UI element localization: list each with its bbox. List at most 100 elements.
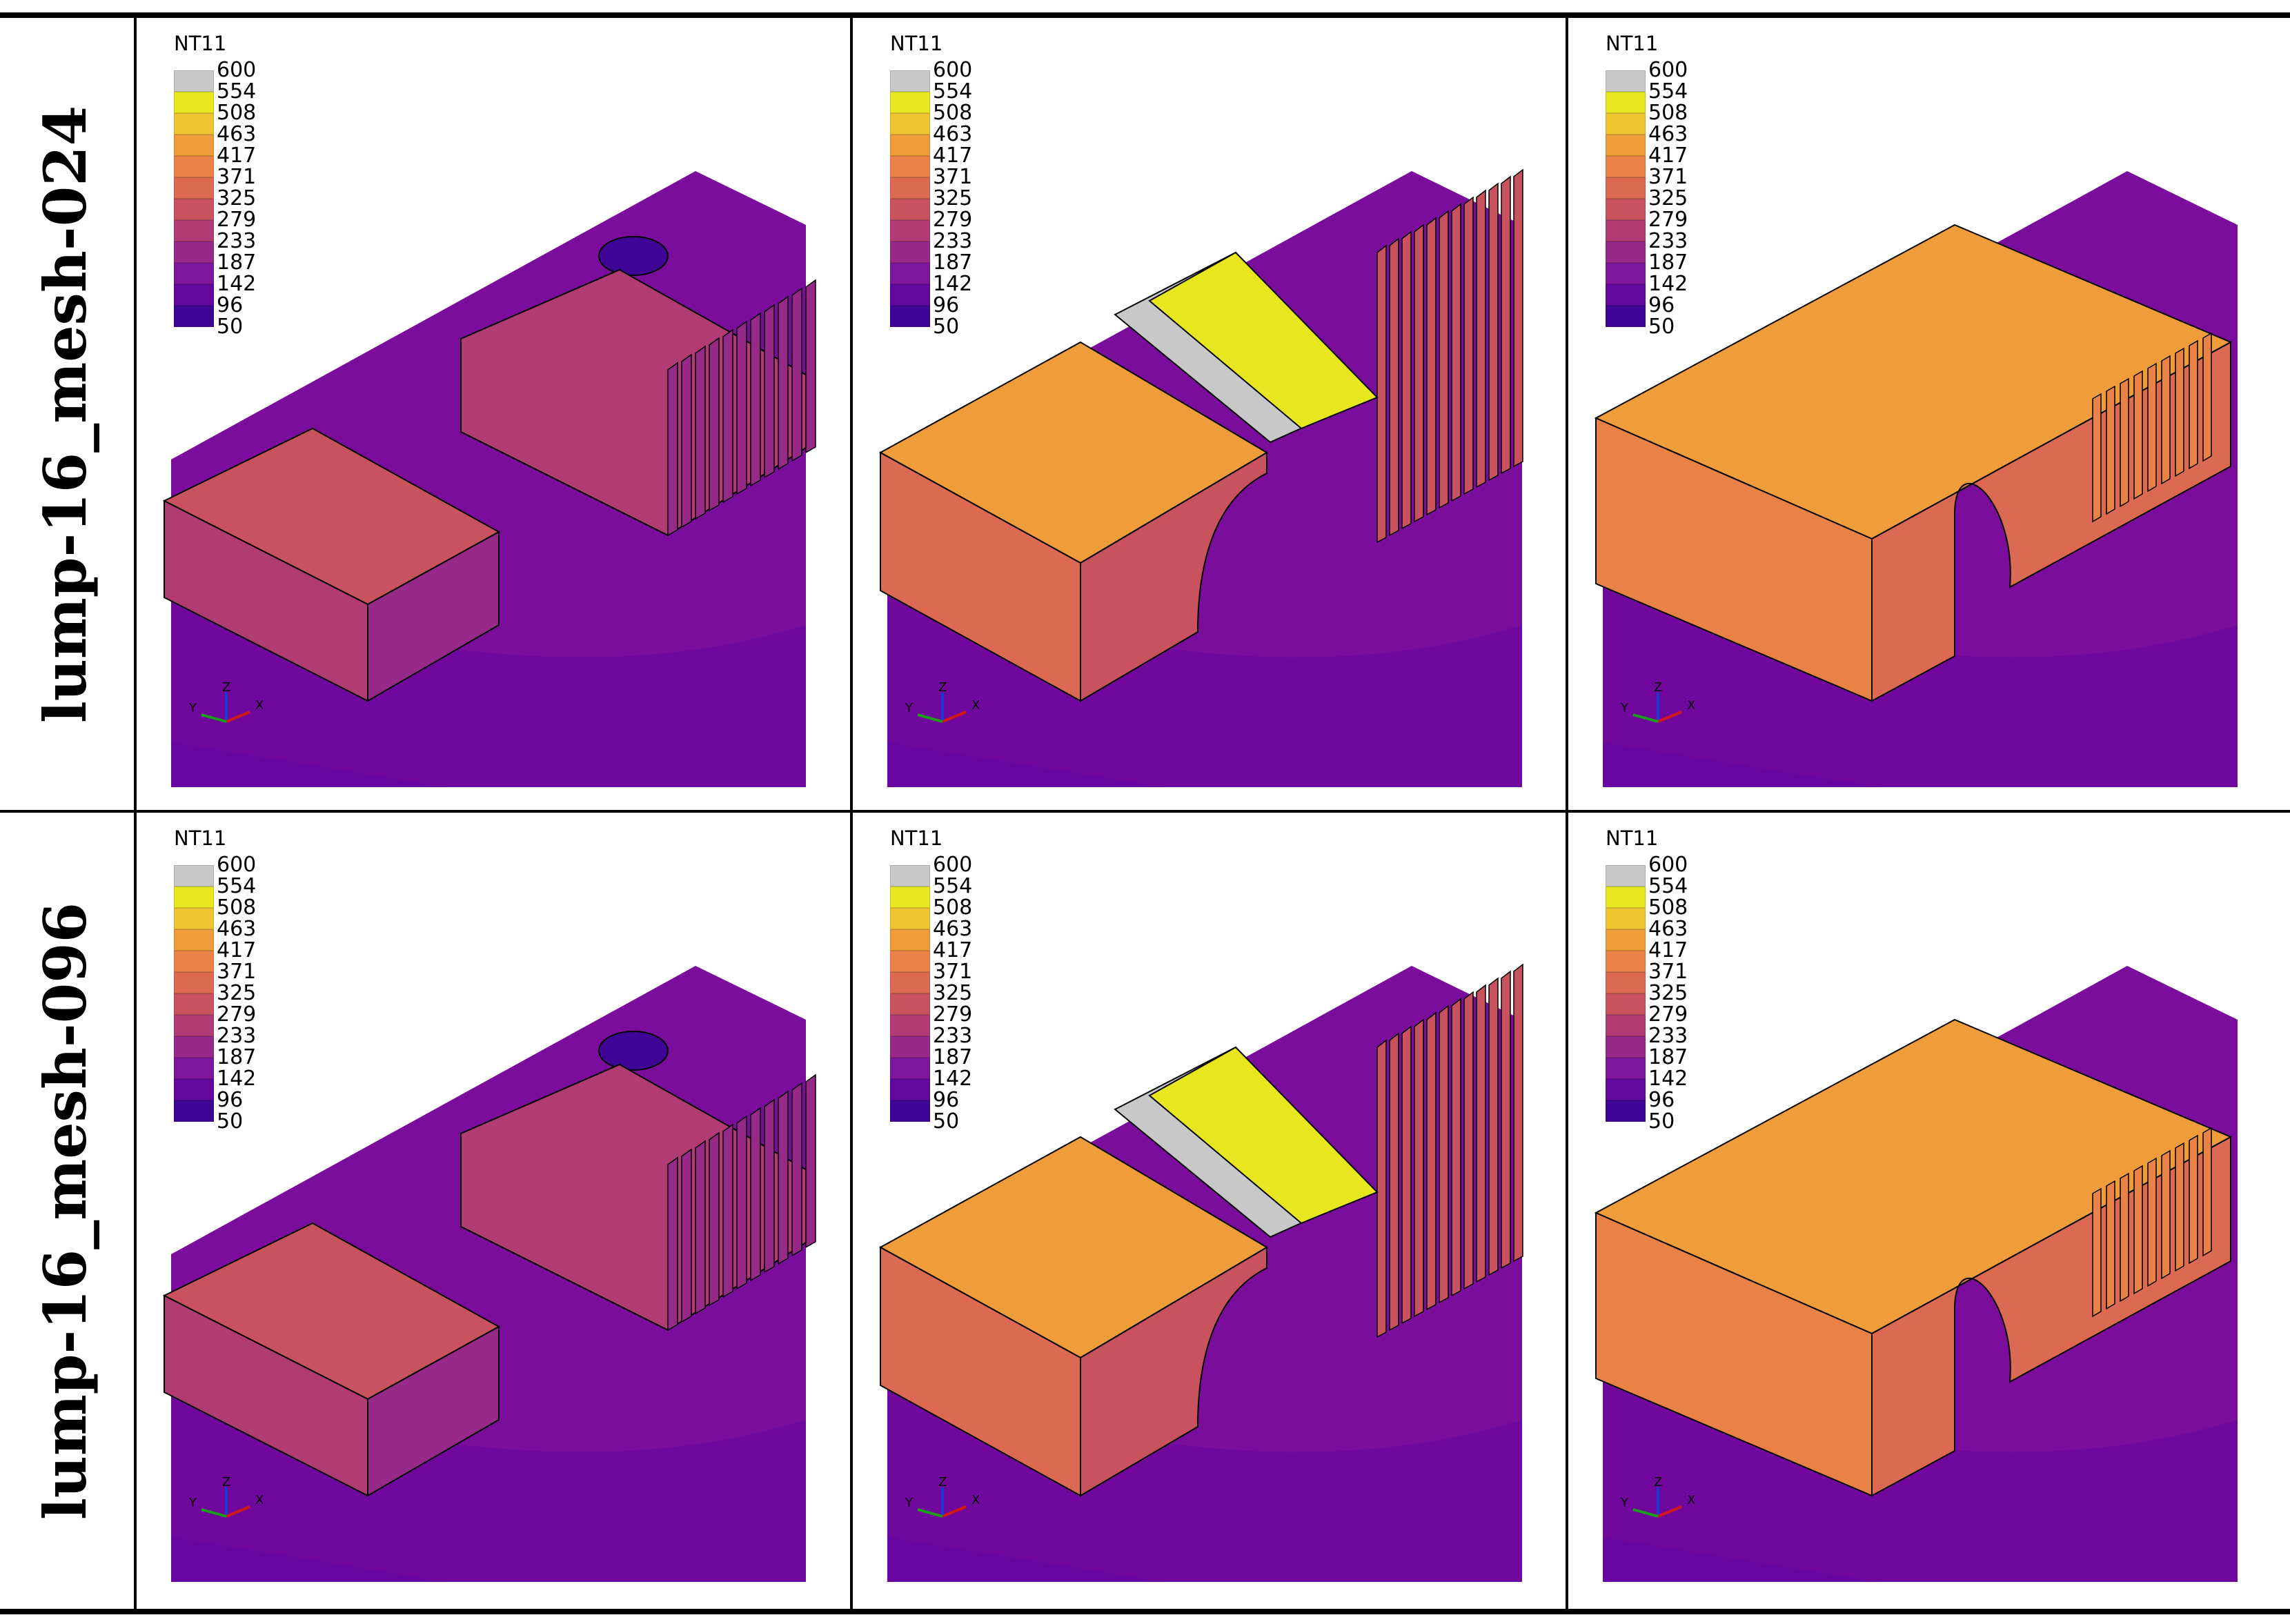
legend-title: NT11 [890,32,943,55]
legend-swatch [174,929,214,951]
heatsink-fin [1488,977,1499,1276]
legend-value: 233 [217,1024,257,1048]
axis-triad-arrows [1632,693,1682,723]
legend-swatch [1606,220,1646,241]
legend-entry: 325 [890,188,1083,220]
legend-swatch [1606,1015,1646,1036]
legend-swatch [174,284,214,306]
legend-entry: 142 [1606,272,1799,306]
legend-swatch [174,993,214,1015]
legend-value: 371 [933,960,973,984]
axis-triad: Z X Y [894,1475,991,1530]
panel-r2-c1: NT11 600 554 508 463 417 371 325 279 233 187 142 96 5… [137,813,850,1605]
legend-value: 371 [1648,165,1688,189]
legend-title: NT11 [1606,826,1659,850]
legend-value: 50 [1648,315,1675,339]
legend-swatch [1606,113,1646,135]
legend-entry: 50 [1606,1111,1799,1132]
legend-value: 325 [1648,981,1688,1005]
legend-entry: 463 [890,918,1083,951]
legend-value: 233 [217,229,257,253]
heatsink-fin [2092,393,2102,523]
contour-plot [162,171,816,787]
hot-strip-yellow [1148,1046,1379,1225]
legend-entry: 417 [174,940,367,972]
legend-entry: 142 [890,1068,1083,1100]
legend-value: 96 [217,1088,244,1112]
legend-value: 600 [933,58,973,82]
legend-entry: 371 [1606,961,1799,993]
legend-swatch [1606,972,1646,993]
legend-value: 371 [933,165,973,189]
legend-entry: 371 [174,166,367,199]
legend-entry: 371 [890,165,1083,199]
legend-entry: 554 [890,875,1083,908]
legend-value: 417 [1648,938,1688,962]
legend-entry: 279 [1606,209,1799,241]
panel-r1-c3: NT11 600 554 508 463 417 371 325 279 233 187 142 96 5… [1568,18,2282,810]
legend-swatch [890,1100,930,1122]
heatsink-fin [2147,362,2157,493]
heatsink-fin [667,362,678,537]
legend-value: 50 [933,1109,960,1133]
legend-swatch [890,92,930,113]
legend-swatch [1606,908,1646,929]
heatsink-fin [791,1082,802,1257]
legend-value: 508 [1648,895,1688,920]
heatsink-fin [681,1148,692,1323]
legend-entry: 463 [890,123,1083,156]
axis-label-y: Y [1621,701,1628,715]
axis-triad-arrows [1632,1487,1682,1518]
heatsink-fin [1463,991,1474,1290]
legend-value: 508 [933,895,973,920]
legend-value: 142 [217,272,257,296]
legend-entry: 600 [1606,854,1799,887]
legend-swatch [174,1058,214,1079]
heatsink-fin [764,1098,775,1274]
legend-entry: 187 [890,1047,1083,1079]
legend-entry: 600 [890,58,1083,92]
legend-swatch [174,263,214,284]
legend-swatch [890,220,930,241]
heatsink-fin [2189,339,2198,470]
legend-value: 325 [933,981,973,1005]
legend-entry: 600 [174,854,367,887]
axis-label-z: Z [938,680,947,695]
heatsink-fin [2161,355,2171,485]
legend-value: 371 [217,960,257,984]
legend-entry: 187 [174,252,367,284]
heatsink-fin [2147,1157,2157,1287]
heatsink-fin [2189,1134,2198,1265]
heatsink-fin [2092,1187,2102,1318]
legend-entry: 325 [890,981,1083,1015]
heatsink-fin [1401,1025,1412,1325]
legend-value: 554 [1648,79,1688,103]
legend-swatch [1606,993,1646,1015]
heatsink-fin [1501,175,1511,475]
legend-value: 325 [217,186,257,210]
legend-entry: 508 [1606,895,1799,929]
axis-triad: Z X Y [1610,1475,1706,1530]
legend-value: 142 [933,272,973,296]
legend-swatch [1606,1036,1646,1058]
heatsink-fin [2202,1127,2212,1257]
legend-entry: 279 [1606,1002,1799,1036]
legend-entry: 554 [1606,79,1799,113]
legend-value: 50 [217,1109,244,1133]
legend-value: 600 [1648,58,1688,82]
axis-label-y: Y [189,701,197,715]
heatsink-fin [1376,1039,1387,1338]
legend-value: 142 [1648,272,1688,296]
legend-entry: 554 [174,875,367,908]
heatsink-fin [736,320,747,495]
legend-entry: 233 [174,1024,367,1058]
heatsink-fin [2106,1180,2115,1310]
legend-swatch [890,199,930,220]
legend-value: 279 [1648,1002,1688,1027]
heatsink-fin [722,328,733,504]
heatsink-fin [1426,1011,1437,1311]
row-label-1-text: lump-16_mesh-024 [31,105,100,723]
legend-entry: 96 [1606,1089,1799,1122]
legend-value: 279 [933,1002,973,1027]
axis-triad: Z X Y [178,1475,275,1530]
